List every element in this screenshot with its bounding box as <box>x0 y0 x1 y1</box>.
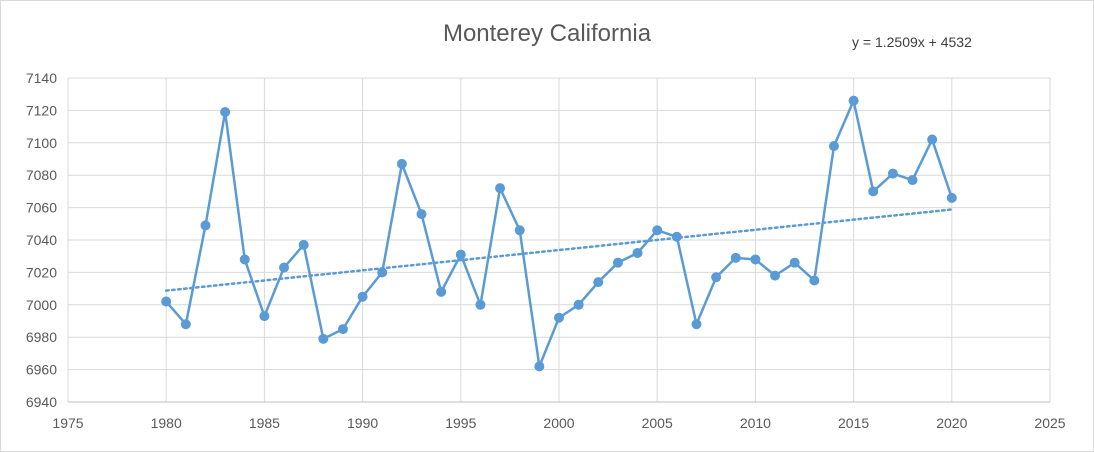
data-point <box>809 275 820 286</box>
x-tick-label: 2005 <box>642 415 673 431</box>
data-point <box>652 225 663 236</box>
y-tick-label: 7120 <box>26 102 57 118</box>
data-point <box>789 257 800 268</box>
data-point <box>927 134 938 145</box>
data-point <box>868 186 879 197</box>
data-point <box>612 257 623 268</box>
data-point <box>887 168 898 179</box>
data-point <box>534 361 545 372</box>
y-tick-label: 7040 <box>26 232 57 248</box>
y-tick-label: 7100 <box>26 135 57 151</box>
data-point <box>220 107 231 118</box>
data-point <box>848 95 859 106</box>
data-point <box>416 209 427 220</box>
chart-title: Monterey California <box>442 20 652 47</box>
trendline <box>164 208 954 292</box>
x-tick-label: 1975 <box>52 415 83 431</box>
data-point <box>691 319 702 330</box>
x-tick-label: 2010 <box>740 415 771 431</box>
x-tick-label: 2015 <box>838 415 869 431</box>
data-point <box>770 270 781 281</box>
x-tick-label: 2000 <box>543 415 574 431</box>
data-point <box>495 183 506 194</box>
trendline-equation: y = 1.2509x + 4532 <box>852 34 972 50</box>
x-tick-label: 2020 <box>936 415 967 431</box>
data-point <box>475 299 486 310</box>
y-tick-label: 6960 <box>26 362 57 378</box>
y-tick-label: 7000 <box>26 297 57 313</box>
trendline-layer <box>164 208 954 292</box>
data-point <box>377 267 388 278</box>
data-point <box>337 324 348 335</box>
data-point <box>161 296 172 307</box>
data-point <box>730 252 741 263</box>
data-point <box>455 249 466 260</box>
data-point <box>298 239 309 250</box>
tick-labels: 6940 6960 6980 7000 7020 7040 7060 7080 7100 7120… <box>26 70 1066 431</box>
data-point <box>357 291 368 302</box>
x-tick-label: 1985 <box>249 415 280 431</box>
data-point <box>907 175 918 186</box>
y-tick-label: 6940 <box>26 394 57 410</box>
x-tick-label: 2025 <box>1034 415 1065 431</box>
data-point <box>239 254 250 265</box>
data-point <box>200 220 211 231</box>
series-layer <box>161 95 957 372</box>
data-point <box>318 333 329 344</box>
x-tick-label: 1980 <box>151 415 182 431</box>
x-tick-label: 1990 <box>347 415 378 431</box>
data-point <box>573 299 584 310</box>
data-point <box>750 254 761 265</box>
data-point <box>593 277 604 288</box>
data-point <box>279 262 290 273</box>
grid-lines <box>67 77 1051 403</box>
data-point <box>436 286 447 297</box>
data-point <box>828 141 839 152</box>
data-point <box>396 158 407 169</box>
y-tick-label: 6980 <box>26 329 57 345</box>
y-tick-label: 7020 <box>26 264 57 280</box>
data-point <box>671 231 682 242</box>
y-tick-label: 7080 <box>26 167 57 183</box>
x-tick-label: 1995 <box>445 415 476 431</box>
data-point <box>711 272 722 283</box>
data-point <box>946 192 957 203</box>
y-tick-label: 7060 <box>26 200 57 216</box>
data-point <box>514 225 525 236</box>
data-point <box>554 312 564 323</box>
y-tick-label: 7140 <box>26 70 57 86</box>
data-point <box>180 319 191 330</box>
data-point <box>632 247 643 258</box>
data-point <box>259 311 270 322</box>
